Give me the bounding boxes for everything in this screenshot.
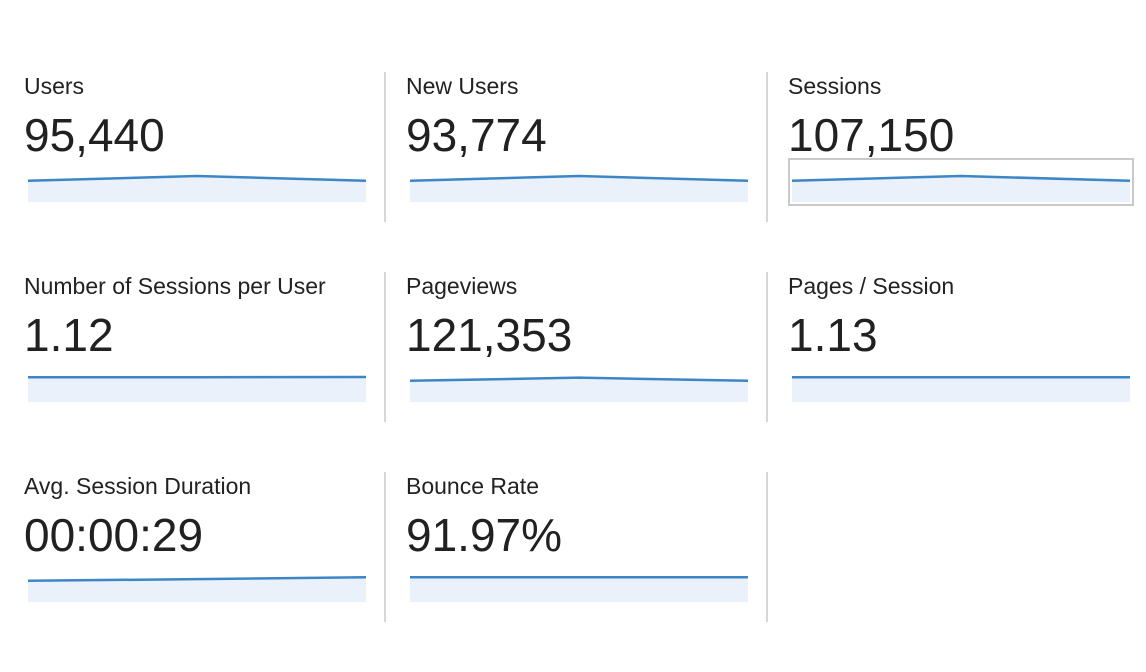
metric-card-bounce-rate[interactable]: Bounce Rate 91.97%: [382, 472, 764, 622]
sparkline[interactable]: [792, 162, 1130, 202]
sparkline-chart: [792, 162, 1130, 202]
sparkline[interactable]: [28, 362, 366, 402]
sparkline-chart: [28, 162, 366, 202]
metric-label: Sessions: [788, 72, 881, 100]
metric-card-pages-per-session[interactable]: Pages / Session 1.13: [764, 272, 1146, 422]
sparkline-area: [792, 377, 1130, 402]
metric-value: 121,353: [406, 310, 572, 360]
metrics-row: Number of Sessions per User 1.12 Pagevie…: [0, 272, 1146, 472]
column-divider: [766, 472, 768, 622]
sparkline-area: [28, 377, 366, 402]
sparkline-chart: [792, 362, 1130, 402]
metric-label: Users: [24, 72, 84, 100]
metric-label: Pageviews: [406, 272, 517, 300]
sparkline[interactable]: [410, 162, 748, 202]
metric-card-avg-session-duration[interactable]: Avg. Session Duration 00:00:29: [0, 472, 382, 622]
sparkline[interactable]: [28, 162, 366, 202]
sparkline-chart: [410, 562, 748, 602]
metric-card-sessions[interactable]: Sessions 107,150: [764, 72, 1146, 222]
sparkline-area: [410, 577, 748, 602]
metric-card-users[interactable]: Users 95,440: [0, 72, 382, 222]
sparkline[interactable]: [410, 362, 748, 402]
sparkline[interactable]: [28, 562, 366, 602]
sparkline-chart: [410, 162, 748, 202]
metric-value: 1.13: [788, 310, 878, 360]
sparkline-chart: [28, 562, 366, 602]
metrics-row: Avg. Session Duration 00:00:29 Bounce Ra…: [0, 472, 1146, 672]
metric-card-pageviews[interactable]: Pageviews 121,353: [382, 272, 764, 422]
metric-value: 107,150: [788, 110, 954, 160]
metric-value: 91.97%: [406, 510, 562, 560]
metrics-row: Users 95,440 New Users 93,774 Sessions 1…: [0, 72, 1146, 272]
sparkline-chart: [28, 362, 366, 402]
metric-label: Pages / Session: [788, 272, 954, 300]
metric-value: 1.12: [24, 310, 114, 360]
metric-label: Number of Sessions per User: [24, 272, 326, 300]
sparkline[interactable]: [792, 362, 1130, 402]
metric-label: Avg. Session Duration: [24, 472, 251, 500]
metric-card-new-users[interactable]: New Users 93,774: [382, 72, 764, 222]
sparkline-chart: [410, 362, 748, 402]
metric-label: Bounce Rate: [406, 472, 539, 500]
metrics-grid: Users 95,440 New Users 93,774 Sessions 1…: [0, 72, 1146, 672]
metric-value: 93,774: [406, 110, 547, 160]
sparkline-area: [410, 378, 748, 402]
metric-card-sessions-per-user[interactable]: Number of Sessions per User 1.12: [0, 272, 382, 422]
metric-value: 00:00:29: [24, 510, 203, 560]
metric-label: New Users: [406, 72, 518, 100]
sparkline[interactable]: [410, 562, 748, 602]
metric-value: 95,440: [24, 110, 165, 160]
